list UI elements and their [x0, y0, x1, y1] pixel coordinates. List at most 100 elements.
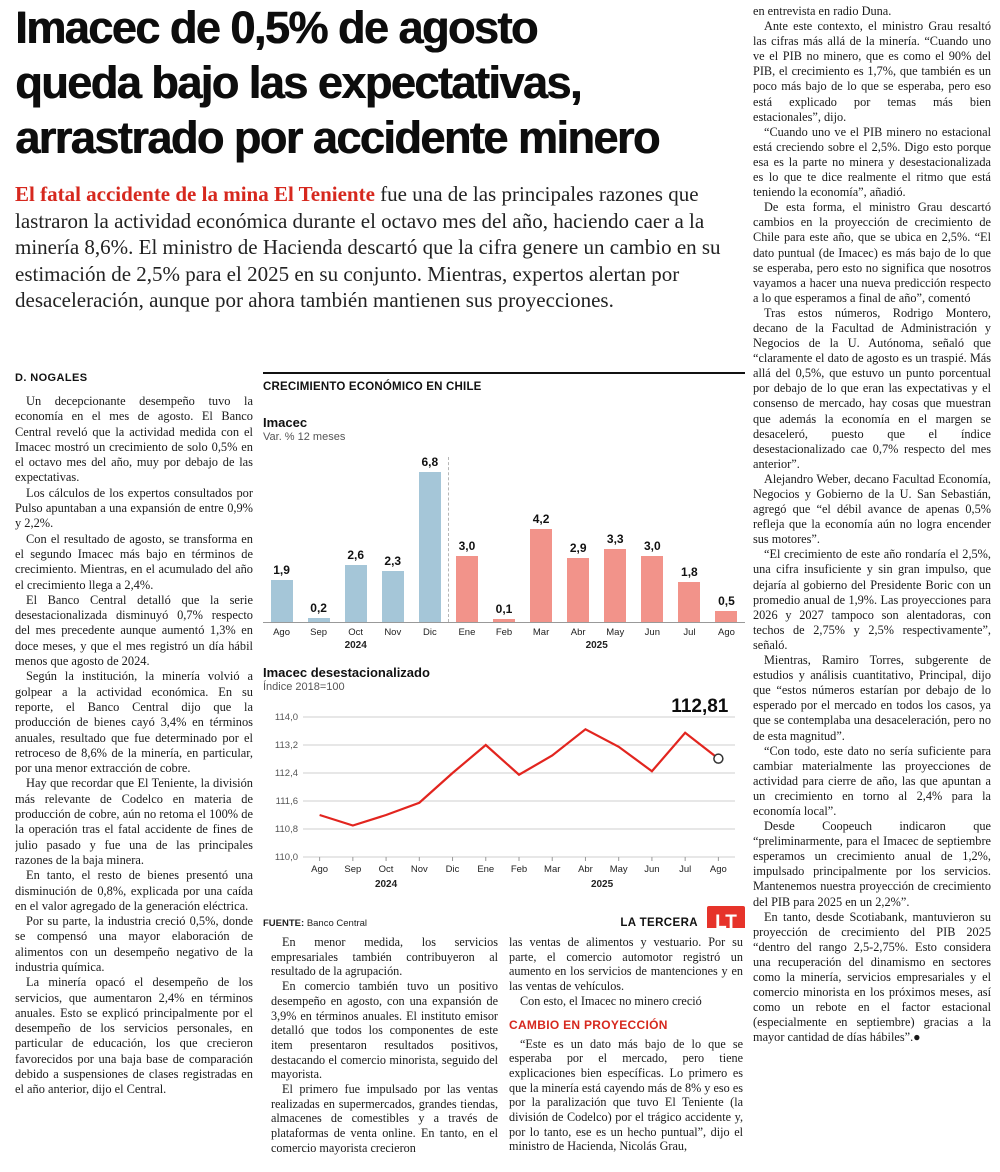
chart-block-header: CRECIMIENTO ECONÓMICO EN CHILE [263, 381, 482, 393]
bar-value-label: 0,5 [718, 593, 735, 608]
bar-year-axis: 2024 2025 [263, 640, 745, 655]
paragraph: Según la institución, la minería volvió … [15, 669, 253, 776]
month-label: Ago [311, 864, 328, 875]
bar-mar-2025 [530, 529, 553, 622]
paragraph: Con el resultado de agosto, se transform… [15, 531, 253, 592]
bar-column: 3,0 [634, 539, 671, 622]
line-chart: 114,0 113,2 112,4 111,6 110,8 110,0 Ago Sep Oct N… [263, 695, 745, 902]
year-label: 2024 [344, 640, 367, 651]
y-tick-label: 110,0 [275, 852, 298, 863]
bar-column: 0,2 [300, 601, 337, 622]
mid2-after: “Este es un dato más bajo de lo que se e… [509, 1037, 743, 1155]
article-headline: Imacec de 0,5% de agosto queda bajo las … [15, 0, 750, 165]
bar-value-label: 0,1 [495, 602, 513, 616]
paragraph: Por su parte, la industria creció 0,5%, … [15, 914, 253, 974]
column-right: en entrevista en radio Duna. Ante este co… [753, 4, 991, 1168]
paragraph: Desde Coopeuch indicaron que “preliminar… [753, 819, 991, 909]
bar-ene-2025 [455, 555, 478, 622]
bar-may-2025 [604, 549, 627, 622]
month-label: Mar [532, 627, 550, 638]
headline-line-3: arrastrado por accidente minero [15, 112, 660, 163]
month-label: Dic [446, 864, 460, 875]
bar-oct-2024 [344, 564, 367, 622]
lede-highlight: El fatal accidente de la mina El Tenient… [15, 182, 375, 206]
month-label: Abr [570, 627, 586, 638]
lede-text: fue una de las principales razones que l… [15, 182, 721, 312]
month-label: Feb [495, 627, 513, 638]
section-subhead: CAMBIO EN PROYECCIÓN [509, 1017, 668, 1032]
bar-value-label: 3,0 [458, 538, 476, 553]
bar-column: 2,6 [337, 548, 374, 622]
bar-chart-title: Imacec [263, 415, 308, 430]
bar-feb-2025 [493, 619, 515, 622]
paragraph: El primero fue impulsado por las ventas … [271, 1082, 498, 1155]
year-divider [448, 457, 450, 622]
month-label: Jun [644, 627, 660, 638]
bar-jul-2025 [678, 582, 701, 622]
paragraph: las ventas de alimentos y vestuario. Por… [509, 935, 743, 994]
source-label: FUENTE: [263, 917, 305, 929]
month-label: Sep [344, 864, 361, 875]
brand-name: LA TERCERA [620, 917, 698, 928]
month-label: Nov [384, 627, 402, 638]
paragraph: Ante este contexto, el ministro Grau res… [753, 19, 991, 124]
paragraph: El Banco Central detalló que la serie de… [15, 592, 253, 669]
last-value-callout: 112,81 [671, 696, 728, 717]
bar-column: 0,5 [708, 594, 745, 622]
month-label: Jul [683, 627, 696, 638]
imacec-line [319, 727, 720, 827]
bar-column: 1,9 [263, 563, 300, 622]
byline: D. NOGALES [15, 372, 88, 384]
bar-sep-2024 [307, 617, 330, 622]
year-label: 2025 [585, 640, 608, 651]
bar-column: 2,9 [560, 541, 597, 622]
paragraph: Tras estos números, Rodrigo Montero, dec… [753, 305, 991, 471]
month-label: Abr [578, 864, 593, 875]
month-label: Nov [411, 864, 428, 875]
month-label: Ago [710, 864, 727, 875]
month-label: Oct [379, 864, 394, 875]
paragraph: En tanto, el resto de bienes presentó un… [15, 868, 253, 913]
bar-abr-2025 [567, 558, 590, 622]
paragraph: En menor medida, los servicios empresari… [271, 935, 498, 979]
bar-column: 3,0 [448, 539, 485, 622]
year-label: 2025 [591, 879, 614, 890]
paragraph: De esta forma, el ministro Grau descartó… [753, 200, 991, 305]
line-chart-title: Imacec desestacionalizado [263, 665, 430, 680]
bar-value-label: 4,2 [532, 512, 550, 527]
bar-value-label: 2,3 [384, 554, 402, 569]
paragraph: En tanto, desde Scotiabank, mantuvieron … [753, 909, 991, 1045]
month-label: Ago [718, 627, 735, 638]
month-label: Mar [544, 864, 560, 875]
month-label: Ago [273, 627, 290, 638]
left-column-body: Un decepcionante desempeño tuvo la econo… [15, 394, 253, 1098]
paragraph: La minería opacó el desempeño de los ser… [15, 975, 253, 1097]
bar-value-label: 2,9 [569, 541, 587, 556]
bar-value-label: 0,2 [310, 600, 327, 615]
bar-column: 1,8 [671, 565, 708, 622]
y-tick-label: 113,2 [275, 740, 298, 751]
paragraph: Con esto, el Imacec no minero creció [520, 993, 702, 1008]
paragraph: Hay que recordar que El Teniente, la div… [15, 776, 253, 867]
headline-line-2: queda bajo las expectativas, [15, 57, 582, 108]
bar-value-label: 2,6 [347, 547, 365, 562]
bar-value-label: 6,8 [421, 455, 439, 469]
paragraph: “Cuando uno ve el PIB minero no estacion… [753, 124, 991, 200]
bar-ago-2025 [715, 610, 738, 622]
bar-column: 3,3 [597, 532, 634, 622]
bar-plot: 1,9 0,2 2,6 2,3 6,8 3,0 0,1 4,2 2,9 3,3 3,0 1,8 0,5 [263, 451, 745, 623]
bar-chart-subtitle: Var. % 12 meses [263, 431, 346, 443]
y-tick-label: 114,0 [275, 712, 298, 723]
headline-line-1: Imacec de 0,5% de agosto [15, 2, 538, 53]
month-label: Ene [477, 864, 494, 875]
paragraph: Mientras, Ramiro Torres, subgerente de e… [753, 653, 991, 743]
la-tercera-logo: LT [707, 906, 745, 928]
paragraph: Un decepcionante desempeño tuvo la econo… [15, 394, 253, 485]
bar-nov-2024 [381, 571, 404, 622]
month-label: May [610, 864, 628, 875]
line-chart-svg: 114,0 113,2 112,4 111,6 110,8 110,0 Ago Sep Oct N… [275, 696, 735, 890]
y-tick-label: 112,4 [275, 768, 298, 779]
bar-column: 6,8 [411, 455, 448, 622]
y-tick-label: 110,8 [275, 824, 298, 835]
